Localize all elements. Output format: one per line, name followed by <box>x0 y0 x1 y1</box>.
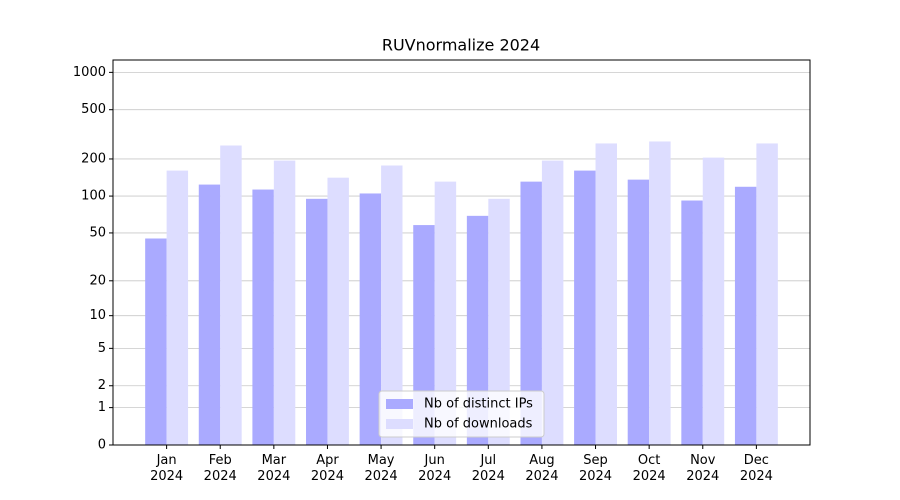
x-tick-label: Oct 2024 <box>632 453 666 484</box>
y-tick-label: 1 <box>98 400 106 415</box>
legend-box <box>378 390 545 438</box>
bar <box>198 184 221 445</box>
bar <box>381 165 403 445</box>
bar <box>327 177 349 445</box>
y-tick-label: 5 <box>98 341 106 356</box>
y-tick-label: 500 <box>81 102 106 117</box>
y-tick-label: 10 <box>89 308 106 323</box>
y-tick-label: 50 <box>89 225 106 240</box>
chart-title: RUVnormalize 2024 <box>382 36 540 55</box>
y-tick-label: 0 <box>98 438 106 453</box>
bar <box>595 143 617 445</box>
x-tick-label: Sep 2024 <box>578 453 613 484</box>
plot-frame <box>112 59 811 446</box>
x-tick-label: Aug 2024 <box>525 453 559 484</box>
bar <box>520 181 542 446</box>
y-tick-label: 1000 <box>73 65 106 80</box>
bar <box>541 160 564 445</box>
y-tick-label: 100 <box>81 189 106 204</box>
bar <box>413 225 435 445</box>
bar <box>434 181 457 446</box>
y-tick-label: 20 <box>89 273 106 288</box>
x-tick-label: Jun 2024 <box>418 453 452 484</box>
x-tick-label: Dec 2024 <box>739 453 773 484</box>
bar <box>756 143 778 445</box>
bar <box>145 238 167 445</box>
x-tick-label: Mar 2024 <box>257 453 291 484</box>
legend-swatch <box>386 399 413 409</box>
bar <box>359 193 382 445</box>
bar <box>306 198 328 445</box>
bar <box>574 170 596 445</box>
x-tick-label: Nov 2024 <box>686 453 720 484</box>
x-tick-label: Jul 2024 <box>471 453 505 484</box>
x-tick-label: May 2024 <box>364 453 398 484</box>
y-tick-label: 2 <box>98 378 106 393</box>
legend-label: Nb of downloads <box>424 417 533 432</box>
bar <box>627 179 650 445</box>
bar <box>220 145 242 445</box>
bar <box>649 141 671 445</box>
bar <box>252 189 274 445</box>
bar <box>681 200 703 445</box>
bar <box>466 215 489 445</box>
bar <box>702 157 725 445</box>
legend-label: Nb of distinct IPs <box>424 397 533 412</box>
bar <box>166 170 189 445</box>
legend-swatch <box>386 419 413 429</box>
bar <box>488 198 510 445</box>
bar <box>273 160 296 445</box>
x-tick-label: Feb 2024 <box>203 453 237 484</box>
x-tick-label: Jan 2024 <box>150 453 184 484</box>
y-tick-label: 200 <box>81 151 106 166</box>
bar <box>734 186 757 445</box>
x-tick-label: Apr 2024 <box>310 453 344 484</box>
